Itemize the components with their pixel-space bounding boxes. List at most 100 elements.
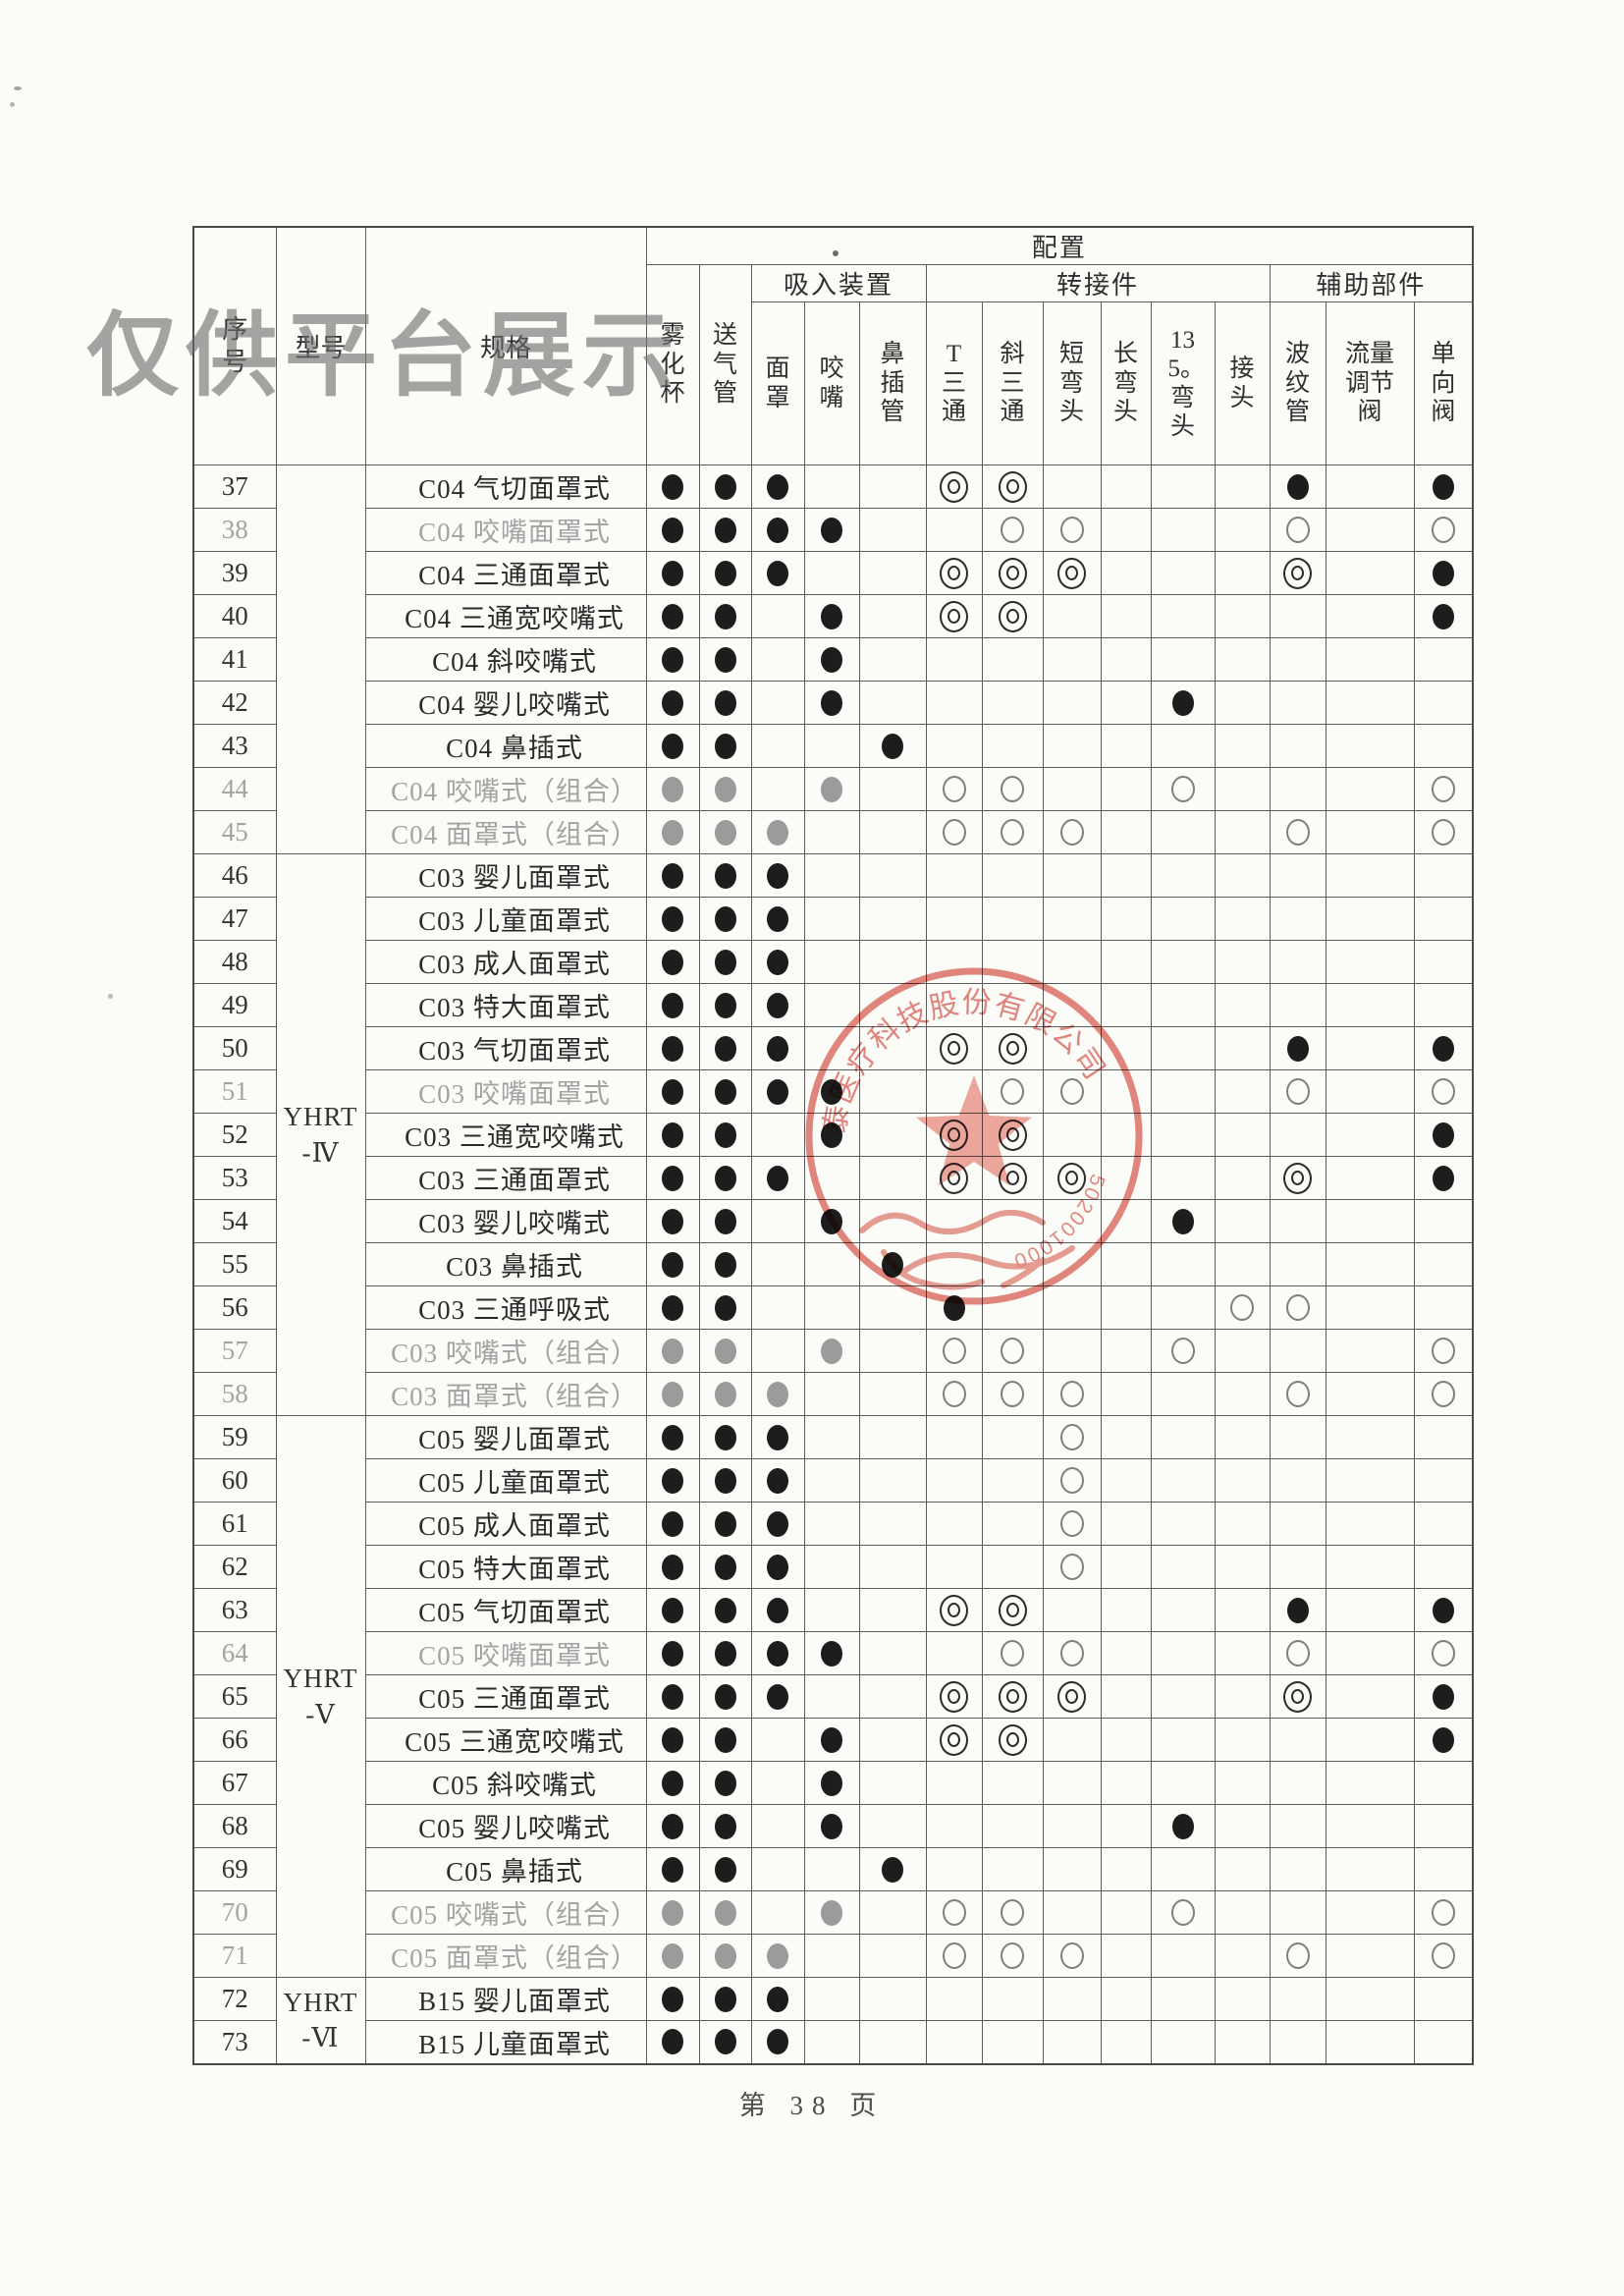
mark-cell-mouth	[803, 681, 860, 725]
mark-cell-elbow-135	[1150, 594, 1216, 638]
filled-black-dot-icon	[714, 1554, 736, 1580]
mark-cell-long-elbow	[1100, 853, 1152, 898]
mark-cell-t-tee	[925, 508, 983, 552]
mark-cell-nasal	[858, 1588, 927, 1632]
mark-cell-short-elbow	[1042, 1199, 1102, 1243]
mark-cell-cup	[645, 1069, 700, 1114]
spec-cell: C05 面罩式（组合）	[364, 1934, 647, 1978]
double-circle-icon	[940, 557, 968, 589]
filled-black-dot-icon	[714, 689, 736, 716]
filled-black-dot-icon	[662, 1165, 683, 1191]
mark-cell-connector	[1214, 1199, 1271, 1243]
mark-cell-elbow-135	[1150, 853, 1216, 898]
row-number: 69	[192, 1847, 277, 1891]
mark-cell-long-elbow	[1100, 1026, 1152, 1070]
mark-cell-connector	[1214, 810, 1271, 854]
hollow-circle-icon	[942, 1338, 966, 1364]
filled-black-dot-icon	[662, 1078, 683, 1105]
double-circle-icon	[1283, 1680, 1312, 1713]
filled-black-dot-icon	[821, 1121, 842, 1148]
mark-cell-tube	[698, 940, 752, 984]
mark-cell-short-elbow	[1042, 1934, 1102, 1978]
mark-cell-tube	[698, 1674, 752, 1719]
table-row: 54 C03 婴儿咬嘴式	[192, 1199, 1474, 1243]
mark-cell-mask	[750, 637, 805, 682]
mark-cell-t-tee	[925, 1069, 983, 1114]
table-row: 72 YHRT -Ⅵ B15 婴儿面罩式	[192, 1977, 1474, 2064]
mark-cell-mask	[750, 1415, 805, 1459]
row-number: 46	[192, 853, 277, 898]
mark-cell-tube	[698, 1502, 752, 1546]
hollow-circle-icon	[942, 1899, 966, 1926]
spec-cell: C03 特大面罩式	[364, 983, 647, 1027]
mark-cell-long-elbow	[1100, 940, 1152, 984]
gray-filled-dot-icon	[821, 1338, 842, 1364]
mark-cell-oblique-tee	[981, 767, 1044, 811]
header-group-inhale: 吸入装置	[750, 264, 927, 302]
mark-cell-long-elbow	[1100, 1588, 1152, 1632]
spec-cell: C05 特大面罩式	[364, 1545, 647, 1589]
mark-cell-mouth	[803, 1285, 860, 1330]
mark-cell-oblique-tee	[981, 1113, 1044, 1157]
filled-black-dot-icon	[1432, 1597, 1454, 1623]
hollow-circle-icon	[1001, 1078, 1024, 1105]
row-number: 49	[192, 983, 277, 1027]
mark-cell-long-elbow	[1100, 1372, 1152, 1416]
mark-cell-elbow-135	[1150, 1674, 1216, 1719]
mark-cell-nasal	[858, 551, 927, 595]
mark-cell-mouth	[803, 1329, 860, 1373]
mark-cell-bellows	[1269, 1502, 1326, 1546]
mark-cell-mouth	[803, 1502, 860, 1546]
mark-cell-tube	[698, 1718, 752, 1762]
mark-cell-check-valve	[1413, 1458, 1474, 1503]
table-row: 37 C04 气切面罩式	[192, 465, 1474, 854]
mark-cell-connector	[1214, 1285, 1271, 1330]
hollow-circle-icon	[1059, 1942, 1084, 1969]
mark-cell-tube	[698, 1804, 752, 1848]
mark-cell-cup	[645, 1372, 700, 1416]
mark-cell-tube	[698, 1242, 752, 1286]
mark-cell-mask	[750, 983, 805, 1027]
mark-cell-tube	[698, 1977, 752, 2021]
mark-cell-check-valve	[1413, 810, 1474, 854]
mark-cell-elbow-135	[1150, 681, 1216, 725]
filled-black-dot-icon	[1171, 689, 1194, 716]
mark-cell-oblique-tee	[981, 853, 1044, 898]
hollow-circle-icon	[1059, 1554, 1084, 1580]
mark-cell-long-elbow	[1100, 1113, 1152, 1157]
mark-cell-short-elbow	[1042, 724, 1102, 768]
mark-cell-short-elbow	[1042, 1242, 1102, 1286]
row-number: 43	[192, 724, 277, 768]
row-number: 60	[192, 1458, 277, 1503]
mark-cell-t-tee	[925, 1718, 983, 1762]
filled-black-dot-icon	[1432, 1035, 1454, 1062]
mark-cell-connector	[1214, 1804, 1271, 1848]
mark-cell-long-elbow	[1100, 1458, 1152, 1503]
hollow-circle-icon	[1001, 1899, 1024, 1926]
mark-cell-mouth	[803, 1415, 860, 1459]
hollow-circle-icon	[1431, 1899, 1455, 1926]
mark-cell-mask	[750, 1329, 805, 1373]
filled-black-dot-icon	[714, 473, 736, 500]
mark-cell-check-valve	[1413, 1026, 1474, 1070]
mark-cell-mouth	[803, 1631, 860, 1675]
mark-cell-flow-valve	[1325, 1199, 1415, 1243]
filled-black-dot-icon	[662, 992, 683, 1018]
mark-cell-cup	[645, 1674, 700, 1719]
mark-cell-elbow-135	[1150, 767, 1216, 811]
hollow-circle-icon	[942, 1381, 966, 1407]
mark-cell-oblique-tee	[981, 551, 1044, 595]
model-group-cell: YHRT -Ⅳ	[275, 853, 366, 1416]
mark-cell-nasal	[858, 1242, 927, 1286]
mark-cell-oblique-tee	[981, 1415, 1044, 1459]
mark-cell-mask	[750, 853, 805, 898]
mark-cell-short-elbow	[1042, 594, 1102, 638]
gray-filled-dot-icon	[714, 1338, 736, 1364]
table-row: 55 C03 鼻插式	[192, 1242, 1474, 1286]
mark-cell-bellows	[1269, 1285, 1326, 1330]
mark-cell-short-elbow	[1042, 637, 1102, 682]
mark-cell-check-valve	[1413, 1069, 1474, 1114]
mark-cell-oblique-tee	[981, 983, 1044, 1027]
mark-cell-flow-valve	[1325, 1934, 1415, 1978]
gray-filled-dot-icon	[662, 1338, 683, 1364]
